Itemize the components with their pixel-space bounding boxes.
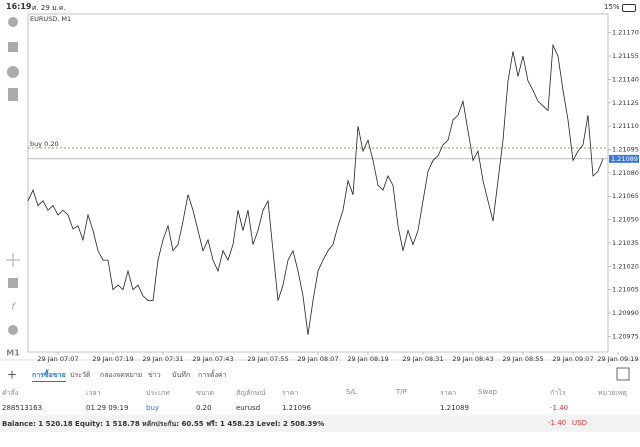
- column-header: ราคา: [440, 389, 457, 397]
- column-header: คำสั่ง: [2, 389, 19, 397]
- icon-crosshair[interactable]: [6, 253, 20, 267]
- cell: eurusd: [236, 404, 261, 412]
- current-price-box: [609, 154, 639, 163]
- tab[interactable]: ประวัติ: [70, 371, 91, 379]
- y-tick-label: 1.20975: [612, 332, 639, 340]
- chart-symbol: EURUSD, M1: [30, 15, 71, 23]
- column-header: สัญลักษณ์: [236, 389, 266, 397]
- cell: -1.40: [550, 404, 569, 412]
- column-header: Swap: [478, 388, 497, 396]
- y-tick-label: 1.21170: [612, 29, 639, 37]
- sidebar-icons: f: [6, 17, 20, 335]
- column-header: กำไร: [550, 389, 566, 397]
- icon-new[interactable]: [8, 88, 18, 101]
- x-tick-label: 29 Jan 08:07: [297, 355, 338, 363]
- x-tick-label: 29 Jan 07:55: [247, 355, 288, 363]
- add-button[interactable]: +: [7, 368, 17, 382]
- x-tick-label: 29 Jan 08:31: [402, 355, 443, 363]
- column-header: ราคา: [282, 389, 299, 397]
- balance-bar: [0, 416, 640, 432]
- icon-indicator[interactable]: f: [11, 302, 16, 313]
- y-tick-label: 1.21050: [612, 216, 639, 224]
- icon-objects[interactable]: [8, 278, 18, 288]
- status-date: ศ. 29 ม.ค.: [32, 4, 66, 12]
- y-tick-label: 1.21020: [612, 262, 639, 270]
- icon-account[interactable]: [8, 17, 18, 27]
- balance-profit: -1.40: [548, 419, 567, 427]
- column-header: ขนาด: [196, 389, 215, 397]
- y-tick-label: 1.21035: [612, 239, 639, 247]
- y-tick-label: 1.21065: [612, 192, 639, 200]
- column-header: T/P: [396, 388, 407, 396]
- x-tick-label: 29 Jan 07:43: [192, 355, 233, 363]
- icon-community[interactable]: [8, 325, 18, 335]
- order-label: buy 0.20: [30, 140, 59, 148]
- icon-chat[interactable]: [7, 66, 19, 78]
- y-tick-label: 1.21005: [612, 286, 639, 294]
- status-time: 16:19: [6, 2, 32, 11]
- cell: buy: [146, 404, 160, 412]
- y-tick-label: 1.21155: [612, 52, 639, 60]
- y-tick-label: 1.21110: [612, 122, 639, 130]
- column-header: ประเภท: [146, 389, 170, 397]
- balance-currency: USD: [572, 419, 587, 427]
- balance-text: Balance: 1 520.18 Equity: 1 518.78 หลักป…: [2, 420, 325, 428]
- x-tick-label: 29 Jan 07:19: [92, 355, 133, 363]
- timeframe[interactable]: M1: [6, 349, 20, 358]
- layout-button[interactable]: [616, 367, 630, 381]
- tab[interactable]: บันทึก: [172, 371, 191, 379]
- x-tick-label: 29 Jan 09:19: [597, 355, 638, 363]
- y-tick-label: 1.20990: [612, 309, 639, 317]
- cell: 1.21089: [440, 404, 469, 412]
- tab[interactable]: กล่องจดหมาย: [100, 371, 143, 379]
- y-tick-label: 1.21125: [612, 99, 639, 107]
- x-tick-label: 29 Jan 07:31: [142, 355, 183, 363]
- x-tick-label: 29 Jan 09:07: [552, 355, 593, 363]
- cell: 1.21096: [282, 404, 311, 412]
- status-battery: 15%: [604, 3, 620, 11]
- tab[interactable]: การตั้งค่า: [198, 371, 227, 379]
- y-tick-label: 1.21140: [612, 75, 639, 83]
- cell: 0.20: [196, 404, 212, 412]
- icon-trade[interactable]: [8, 42, 18, 52]
- y-tick-label: 1.21095: [612, 146, 639, 154]
- price-line: [27, 43, 604, 335]
- tab[interactable]: การซื้อขาย: [32, 370, 66, 382]
- column-header: เวลา: [86, 389, 101, 397]
- cell: 01.29 09:19: [86, 404, 129, 412]
- column-header: หมายเหตุ: [598, 389, 627, 397]
- x-tick-label: 29 Jan 07:07: [37, 355, 78, 363]
- column-header: S/L: [346, 388, 357, 396]
- x-tick-label: 29 Jan 08:43: [452, 355, 493, 363]
- cell[interactable]: 288513163: [2, 404, 43, 412]
- x-tick-label: 29 Jan 08:55: [502, 355, 543, 363]
- battery-icon: [622, 4, 636, 12]
- tab[interactable]: ข่าว: [148, 371, 161, 379]
- current-price-label: 1.21089: [611, 155, 638, 163]
- x-tick-label: 29 Jan 08:19: [347, 355, 388, 363]
- y-tick-label: 1.21080: [612, 169, 639, 177]
